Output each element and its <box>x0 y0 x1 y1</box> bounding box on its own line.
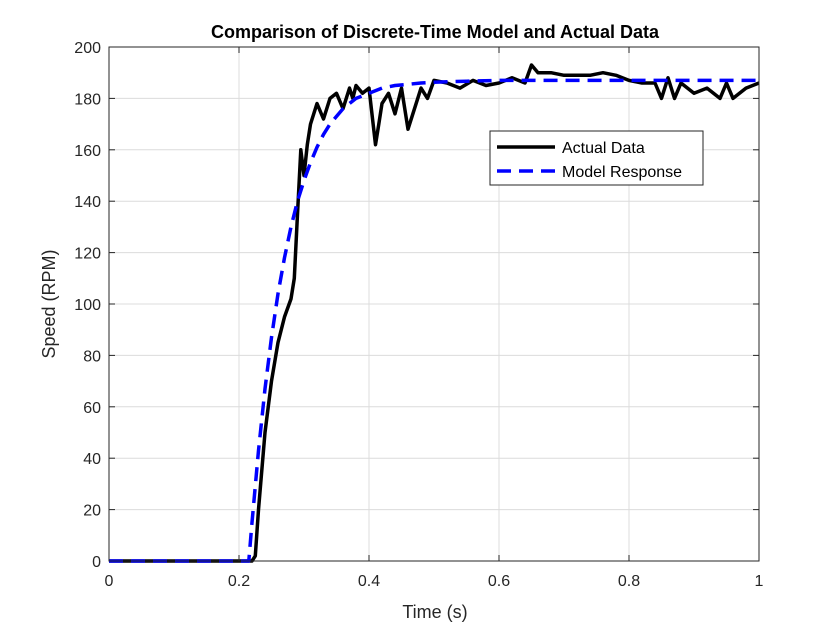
y-tick-label: 180 <box>74 91 101 108</box>
x-tick-label: 0.8 <box>618 573 640 590</box>
x-tick-label: 0.2 <box>228 573 250 590</box>
x-tick-label: 1 <box>755 573 764 590</box>
ticks: 0 0.2 0.4 0.6 0.8 1 0 20 40 60 80 100 120 140 160 180 20… <box>74 40 763 590</box>
legend-label-model-response: Model Response <box>562 164 682 181</box>
series-line-model-response <box>109 78 759 563</box>
y-tick-label: 200 <box>74 40 101 57</box>
y-axis-label: Speed (RPM) <box>39 249 59 358</box>
y-tick-label: 60 <box>83 400 101 417</box>
x-tick-label: 0.6 <box>488 573 510 590</box>
y-tick-label: 20 <box>83 503 101 520</box>
chart-title: Comparison of Discrete-Time Model and Ac… <box>211 22 660 42</box>
x-tick-label: 0 <box>105 573 114 590</box>
series-layer <box>109 63 760 563</box>
legend-box <box>489 130 704 186</box>
y-tick-label: 140 <box>74 194 101 211</box>
y-tick-label: 40 <box>83 451 101 468</box>
legend: Actual Data Model Response <box>489 130 704 186</box>
y-tick-label: 160 <box>74 143 101 160</box>
y-tick-label: 0 <box>92 554 101 571</box>
x-tick-label: 0.4 <box>358 573 380 590</box>
y-tick-label: 100 <box>74 297 101 314</box>
y-tick-label: 80 <box>83 348 101 365</box>
legend-label-actual-data: Actual Data <box>562 140 645 157</box>
y-tick-label: 120 <box>74 246 101 263</box>
series-line-actual-data <box>109 63 760 563</box>
x-axis-label: Time (s) <box>402 602 467 622</box>
